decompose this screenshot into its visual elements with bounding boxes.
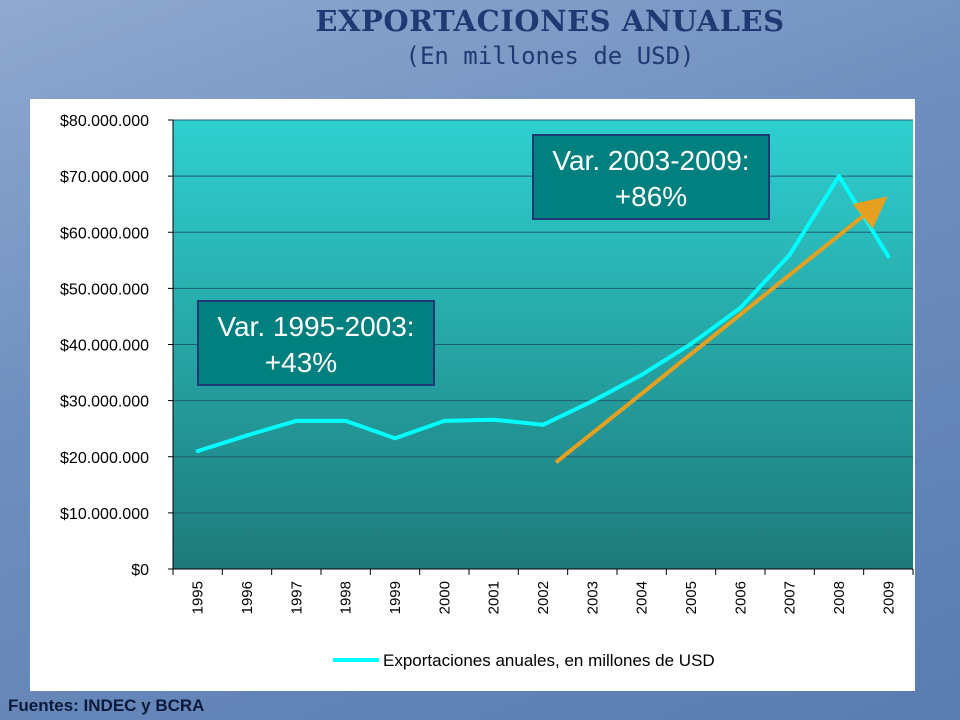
line-chart: $80.000.000 $70.000.000 $60.000.000 $50.000… bbox=[60, 113, 914, 670]
callout-2003-2009-value: +86% bbox=[614, 181, 688, 212]
x-tick-label: 1996 bbox=[239, 581, 256, 614]
data-point bbox=[689, 341, 693, 346]
data-point bbox=[195, 449, 200, 454]
x-tick-label: 2002 bbox=[535, 581, 552, 614]
data-point bbox=[738, 306, 743, 311]
x-tick-label: 2005 bbox=[683, 581, 700, 614]
y-tick-label: $0 bbox=[131, 562, 149, 579]
x-tick-label: 2000 bbox=[436, 581, 453, 614]
callout-2003-2009: Var. 2003-2009: +86% bbox=[532, 134, 770, 220]
slide-title: EXPORTACIONES ANUALES bbox=[315, 4, 785, 38]
x-tick-label: 2006 bbox=[732, 581, 749, 614]
slide-subtitle: (En millones de USD) bbox=[405, 42, 695, 70]
x-tick-label: 2004 bbox=[634, 581, 651, 614]
data-point bbox=[442, 418, 447, 423]
callout-1995-2003-label: Var. 1995-2003: bbox=[217, 311, 415, 342]
data-point bbox=[787, 252, 792, 257]
trend-arrow bbox=[554, 196, 888, 464]
y-axis: $80.000.000 $70.000.000 $60.000.000 $50.000… bbox=[60, 113, 174, 579]
series-layer bbox=[195, 174, 891, 464]
x-tick-label: 1999 bbox=[387, 581, 404, 614]
legend: Exportaciones anuales, en millones de US… bbox=[333, 651, 715, 670]
callout-1995-2003-value: +43% bbox=[264, 347, 338, 378]
callout-1995-2003: Var. 1995-2003: +43% bbox=[197, 300, 435, 386]
y-tick-label: $70.000.000 bbox=[60, 169, 149, 186]
y-tick-label: $60.000.000 bbox=[60, 225, 149, 242]
x-axis: 1995 1996 1997 1998 1999 2000 2001 2002 2003 2004… bbox=[172, 568, 914, 614]
data-point bbox=[491, 417, 496, 422]
data-point bbox=[886, 254, 891, 259]
data-point bbox=[837, 174, 841, 179]
x-tick-label: 2008 bbox=[831, 581, 848, 614]
x-tick-label: 1998 bbox=[338, 581, 355, 614]
y-tick-label: $30.000.000 bbox=[60, 394, 149, 411]
x-tick-label: 2001 bbox=[486, 581, 503, 614]
x-tick-label: 1997 bbox=[288, 581, 305, 614]
data-point bbox=[343, 418, 348, 423]
data-point bbox=[294, 418, 299, 423]
source-footnote: Fuentes: INDEC y BCRA bbox=[8, 696, 205, 715]
y-tick-label: $50.000.000 bbox=[60, 281, 149, 298]
x-tick-label: 2003 bbox=[584, 581, 601, 614]
data-point bbox=[393, 436, 397, 441]
y-tick-label: $40.000.000 bbox=[60, 338, 149, 355]
data-point bbox=[245, 433, 249, 438]
y-tick-label: $20.000.000 bbox=[60, 450, 149, 467]
data-point bbox=[590, 399, 595, 404]
x-tick-label: 2009 bbox=[880, 581, 897, 614]
data-point bbox=[541, 422, 545, 427]
data-point bbox=[639, 372, 644, 377]
y-tick-label: $10.000.000 bbox=[60, 506, 149, 523]
chart-panel: $80.000.000 $70.000.000 $60.000.000 $50.000… bbox=[30, 99, 915, 691]
x-tick-label: 2007 bbox=[782, 581, 799, 614]
x-tick-label: 1995 bbox=[190, 581, 207, 614]
y-tick-label: $80.000.000 bbox=[60, 113, 149, 130]
legend-label: Exportaciones anuales, en millones de US… bbox=[383, 651, 715, 670]
callout-2003-2009-label: Var. 2003-2009: bbox=[552, 145, 750, 176]
